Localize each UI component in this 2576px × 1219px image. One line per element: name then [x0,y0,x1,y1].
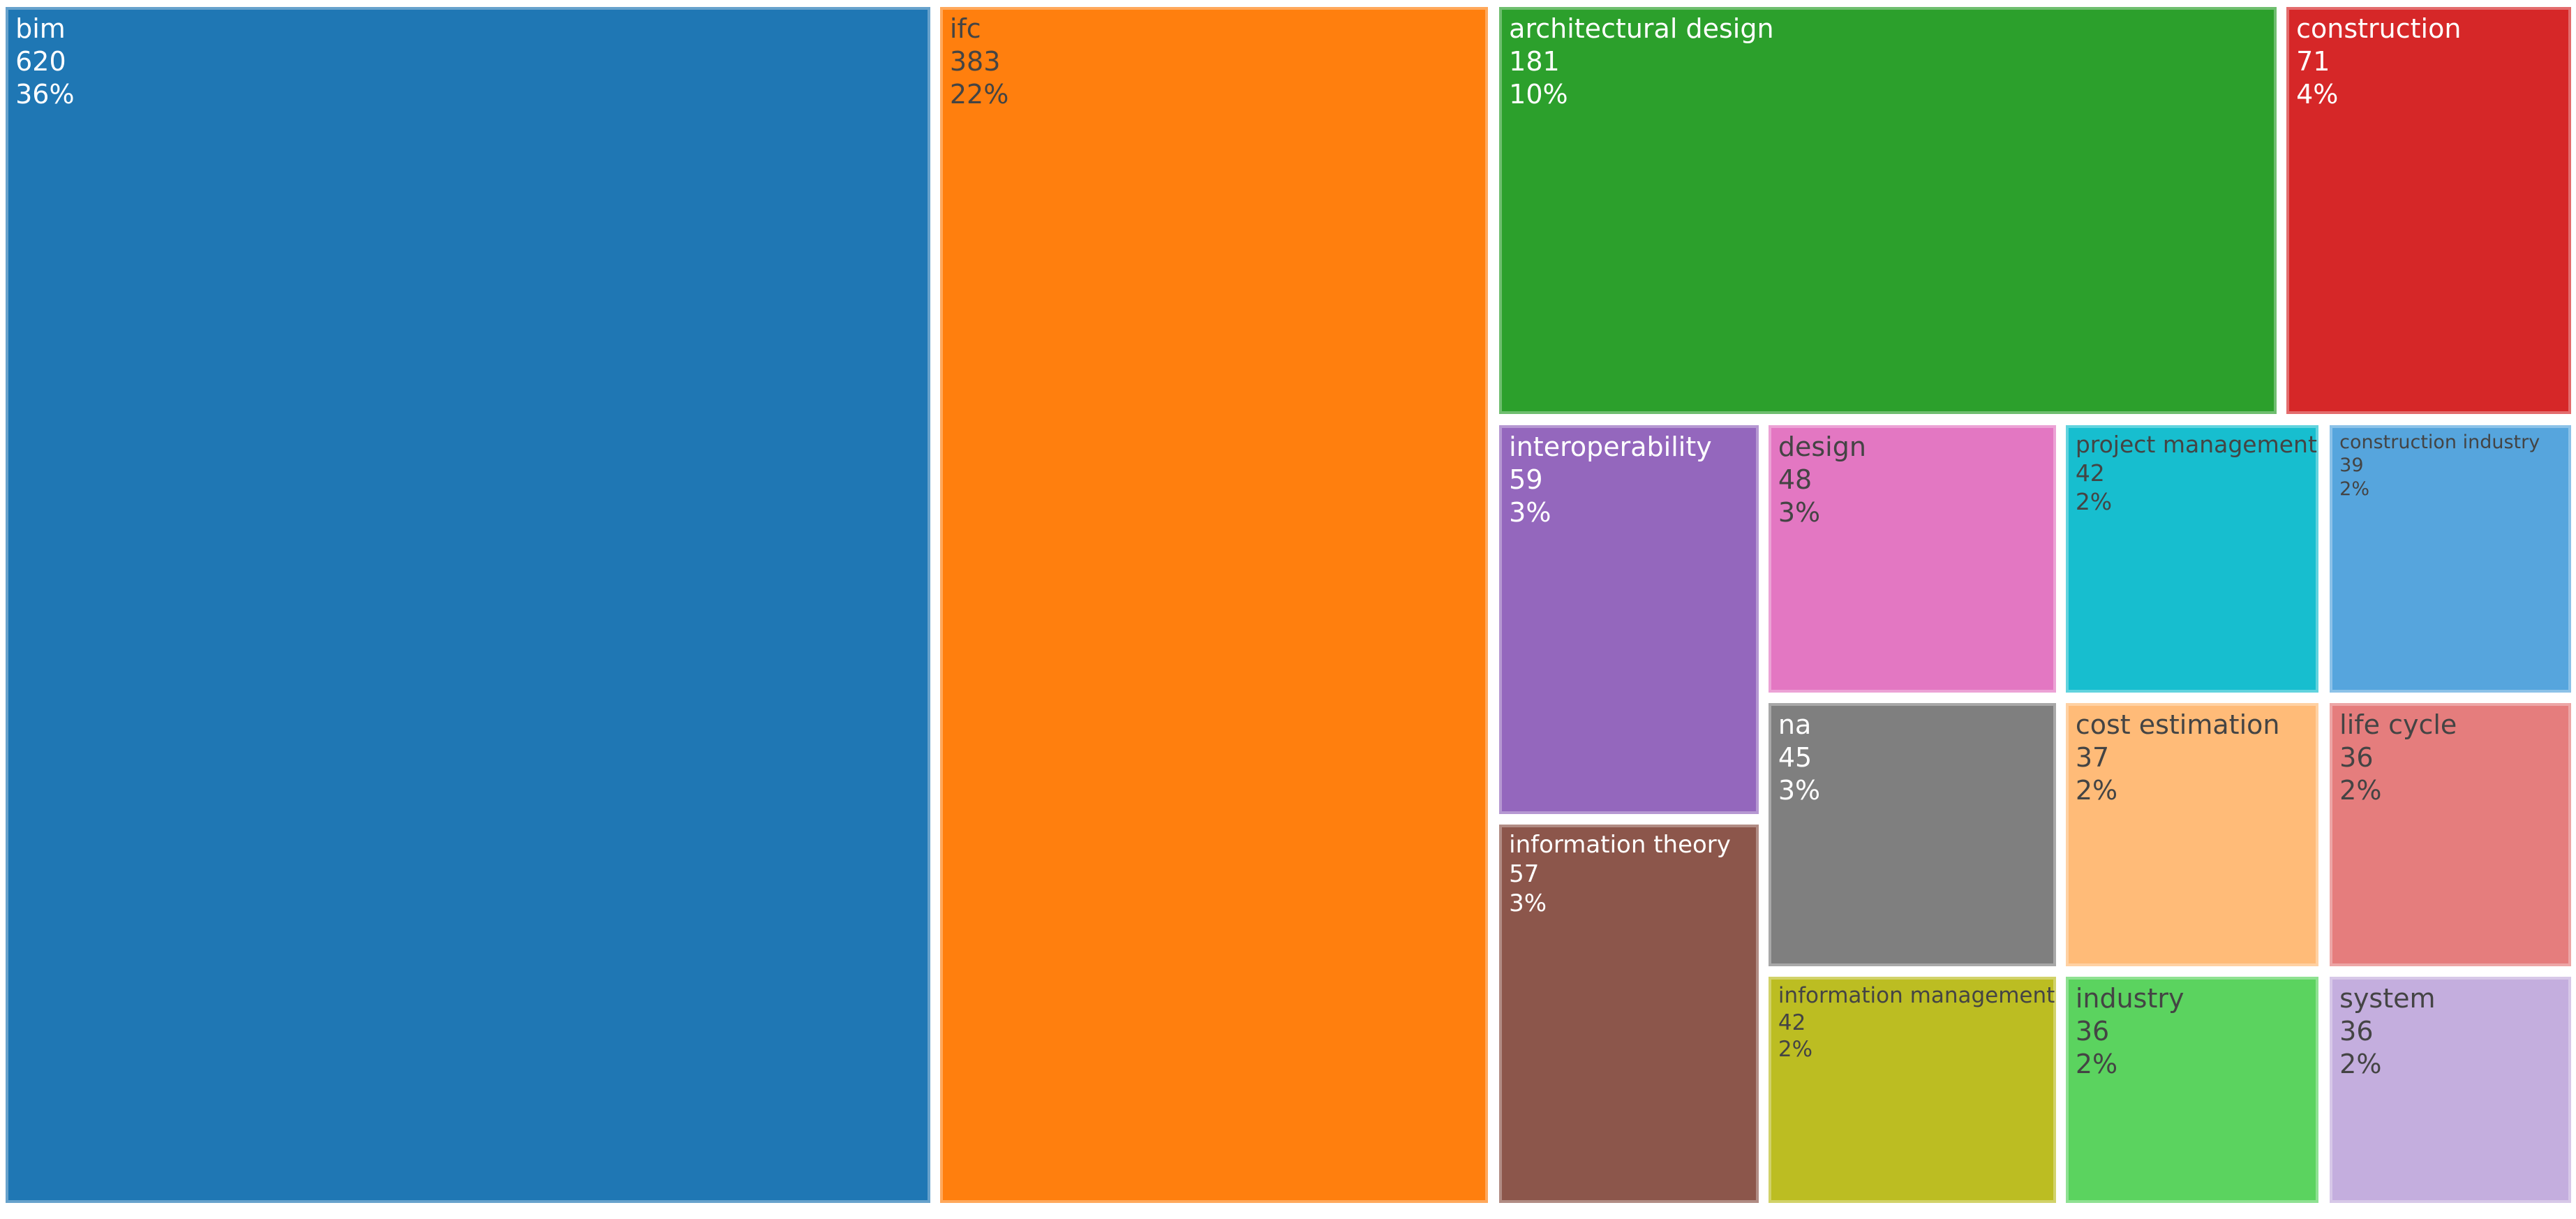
tile-label: project management [2075,431,2317,458]
tile-percent: 4% [2296,79,2339,110]
tile-value: 36 [2339,742,2374,774]
tile-value: 383 [949,46,1001,77]
treemap-tile[interactable]: information theory 57 3% [1499,824,1759,1203]
treemap-tile[interactable]: interoperability 59 3% [1499,425,1759,814]
tile-value: 45 [1778,742,1812,774]
tile-value: 48 [1778,464,1812,496]
treemap-tile[interactable]: na 45 3% [1768,702,2056,966]
tile-value: 37 [2075,742,2110,774]
treemap-tile[interactable]: information management 42 2% [1768,977,2056,1204]
treemap-tile[interactable]: construction 71 4% [2286,6,2571,414]
tile-value: 59 [1509,464,1543,496]
treemap-tile[interactable]: industry 36 2% [2065,977,2318,1204]
tile-text: interoperability 59 3% [1499,425,1759,535]
treemap-tile[interactable]: system 36 2% [2330,977,2571,1204]
tile-value: 71 [2296,46,2330,77]
treemap-tile[interactable]: project management 42 2% [2065,425,2318,693]
tile-percent: 2% [1778,1036,1813,1062]
tile-percent: 2% [2075,487,2113,515]
tile-text: bim 620 36% [6,7,930,117]
treemap-tile[interactable]: design 48 3% [1768,425,2056,693]
tile-value: 42 [2075,459,2105,487]
tile-value: 39 [2339,455,2364,477]
treemap-tile[interactable]: ifc 383 22% [939,6,1488,1203]
tile-percent: 3% [1778,775,1821,806]
tile-label: cost estimation [2075,709,2280,740]
tile-text: life cycle 36 2% [2330,703,2571,813]
tile-text: industry 36 2% [2066,977,2318,1086]
tile-label: life cycle [2339,709,2457,740]
tile-text: cost estimation 37 2% [2066,703,2318,813]
tile-percent: 2% [2339,478,2369,500]
tile-text: construction industry 39 2% [2330,425,2571,506]
tile-label: industry [2075,983,2184,1014]
tile-label: construction [2296,13,2462,44]
tile-label: information management [1778,983,2055,1009]
tile-value: 36 [2075,1016,2110,1047]
tile-percent: 36% [15,79,75,110]
tile-percent: 2% [2075,1049,2118,1080]
tile-percent: 2% [2075,775,2118,806]
tile-percent: 2% [2339,1049,2382,1080]
tile-percent: 3% [1509,497,1551,529]
tile-text: system 36 2% [2330,977,2571,1086]
tile-text: information theory 57 3% [1499,825,1759,924]
tile-label: interoperability [1509,431,1712,462]
tile-percent: 2% [2339,775,2382,806]
treemap-tile[interactable]: bim 620 36% [6,6,931,1203]
tile-text: project management 42 2% [2066,425,2318,522]
tile-label: bim [15,13,66,44]
tile-value: 620 [15,46,66,77]
treemap-tile[interactable]: life cycle 36 2% [2330,702,2571,966]
tile-percent: 22% [949,79,1009,110]
tile-value: 181 [1509,46,1560,77]
tile-text: architectural design 181 10% [1499,7,2277,117]
treemap-tile[interactable]: architectural design 181 10% [1499,6,2277,414]
tile-percent: 10% [1509,79,1568,110]
tile-label: construction industry [2339,431,2540,453]
tile-text: ifc 383 22% [940,7,1488,117]
tile-label: system [2339,983,2436,1014]
tile-percent: 3% [1509,889,1547,918]
treemap-tile[interactable]: construction industry 39 2% [2330,425,2571,693]
tile-value: 42 [1778,1010,1806,1035]
tile-value: 36 [2339,1016,2374,1047]
tile-value: 57 [1509,860,1540,889]
tile-text: design 48 3% [1769,425,2056,535]
tile-label: architectural design [1509,13,1774,44]
tile-text: information management 42 2% [1769,977,2056,1068]
tile-percent: 3% [1778,497,1821,529]
tile-label: design [1778,431,1866,462]
tile-label: ifc [949,13,981,44]
tile-text: na 45 3% [1769,703,2056,813]
tile-label: information theory [1509,830,1731,859]
treemap-tile[interactable]: cost estimation 37 2% [2065,702,2318,966]
tile-label: na [1778,709,1812,740]
tile-text: construction 71 4% [2286,7,2571,117]
